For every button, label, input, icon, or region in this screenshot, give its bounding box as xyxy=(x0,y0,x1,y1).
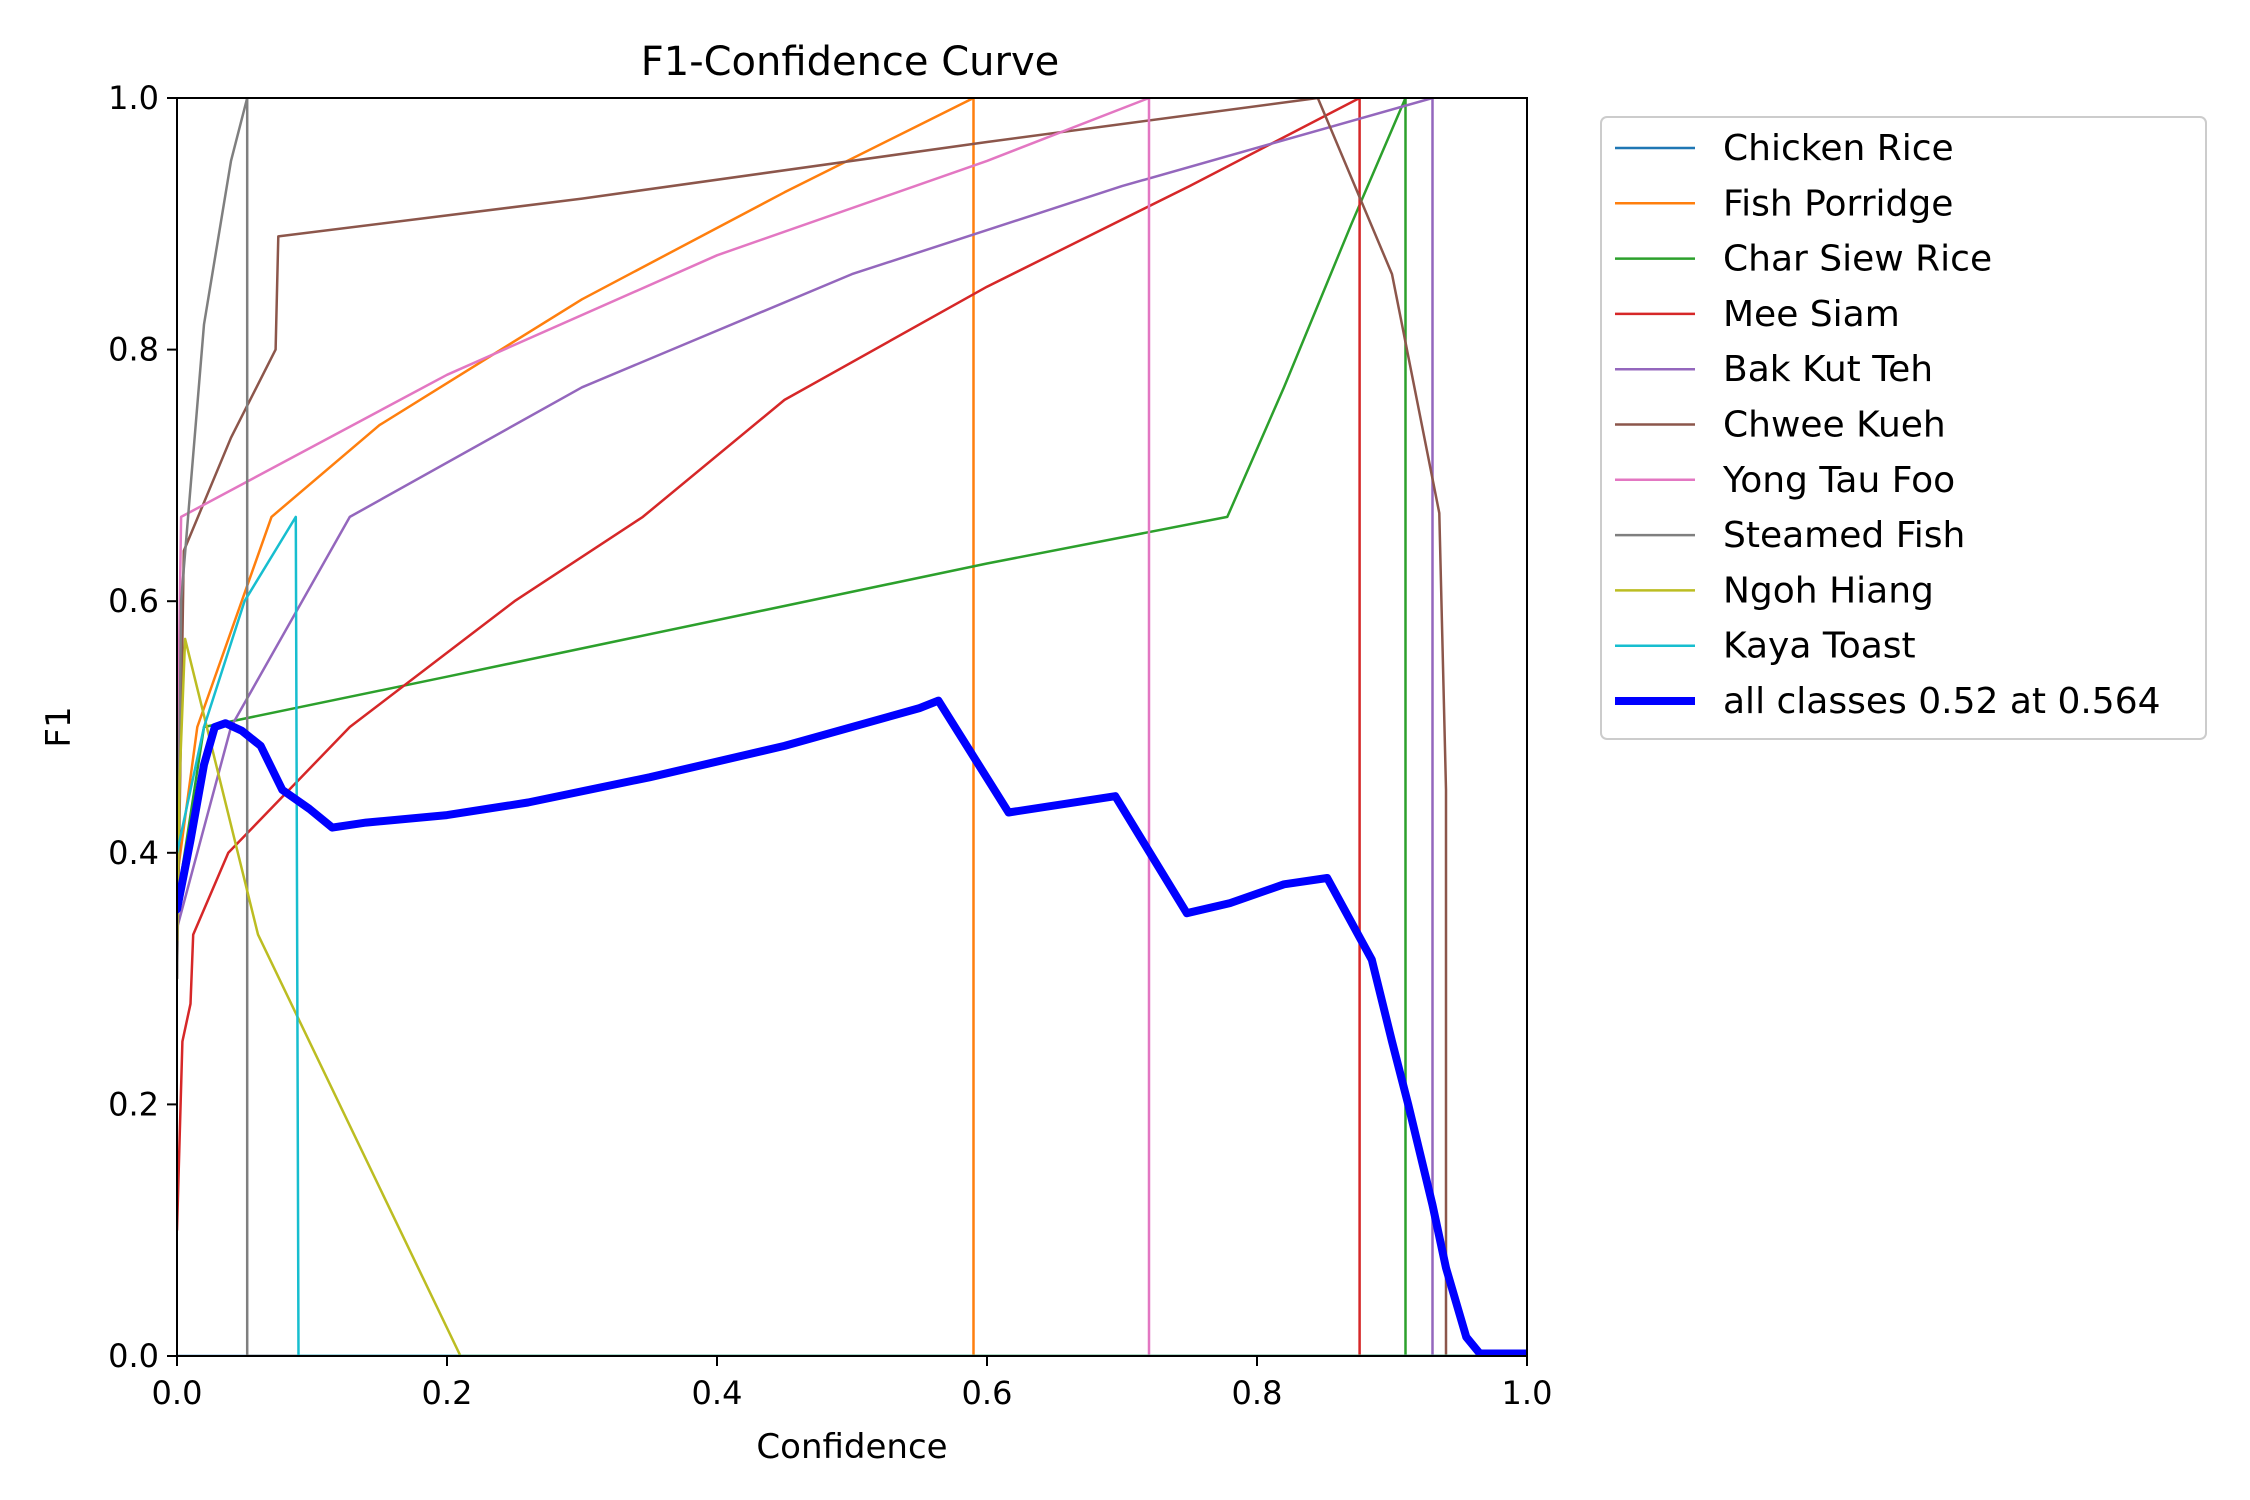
x-tick-label: 1.0 xyxy=(1502,1374,1553,1412)
y-tick-label: 0.4 xyxy=(108,834,159,872)
series-line-8 xyxy=(177,637,1527,1356)
y-tick-label: 0.6 xyxy=(108,582,159,620)
y-tick-label: 0.2 xyxy=(108,1085,159,1123)
x-tick-label: 0.8 xyxy=(1232,1374,1283,1412)
x-tick-label: 0.0 xyxy=(152,1374,203,1412)
legend: Chicken Rice Fish Porridge Char Siew Rice M… xyxy=(1600,116,2207,740)
legend-entry: Steamed Fish xyxy=(1723,515,1965,556)
y-tick-label: 1.0 xyxy=(108,79,159,117)
series-line-2 xyxy=(177,98,1527,1356)
legend-entry: Ngoh Hiang xyxy=(1723,570,1934,611)
legend-entry: Mee Siam xyxy=(1723,294,1900,335)
y-tick-label: 0.0 xyxy=(108,1337,159,1375)
legend-entry: Fish Porridge xyxy=(1723,183,1953,224)
series-line-1 xyxy=(177,98,1527,1356)
legend-entry: Kaya Toast xyxy=(1723,626,1916,667)
series-line-5 xyxy=(177,98,1527,1356)
x-axis-label: Confidence xyxy=(756,1427,947,1467)
legend-entry: Chwee Kueh xyxy=(1723,405,1946,446)
series-line-3 xyxy=(177,98,1527,1356)
series-line-4 xyxy=(177,98,1527,1356)
plot-frame xyxy=(176,97,1528,1357)
y-axis: 0.0 0.2 0.4 0.6 0.8 1.0 xyxy=(108,79,177,1375)
series-line-10 xyxy=(177,696,1527,1356)
y-axis-label: F1 xyxy=(39,706,79,747)
series-line-9 xyxy=(177,515,1527,1356)
chart-title: F1-Confidence Curve xyxy=(641,39,1060,85)
legend-entry: all classes 0.52 at 0.564 xyxy=(1723,681,2161,722)
y-tick-label: 0.8 xyxy=(108,331,159,369)
x-tick-label: 0.6 xyxy=(962,1374,1013,1412)
series-layer xyxy=(177,98,1527,1356)
legend-entry: Char Siew Rice xyxy=(1723,239,1992,280)
legend-entry: Yong Tau Foo xyxy=(1722,460,1955,501)
legend-entry: Chicken Rice xyxy=(1723,128,1954,169)
legend-frame xyxy=(1600,116,2207,740)
x-tick-label: 0.2 xyxy=(422,1374,473,1412)
x-axis: 0.0 0.2 0.4 0.6 0.8 1.0 xyxy=(152,1356,1553,1412)
legend-entry: Bak Kut Teh xyxy=(1723,349,1933,390)
x-tick-label: 0.4 xyxy=(692,1374,743,1412)
series-line-7 xyxy=(177,98,1527,1356)
series-line-6 xyxy=(177,98,1527,1356)
